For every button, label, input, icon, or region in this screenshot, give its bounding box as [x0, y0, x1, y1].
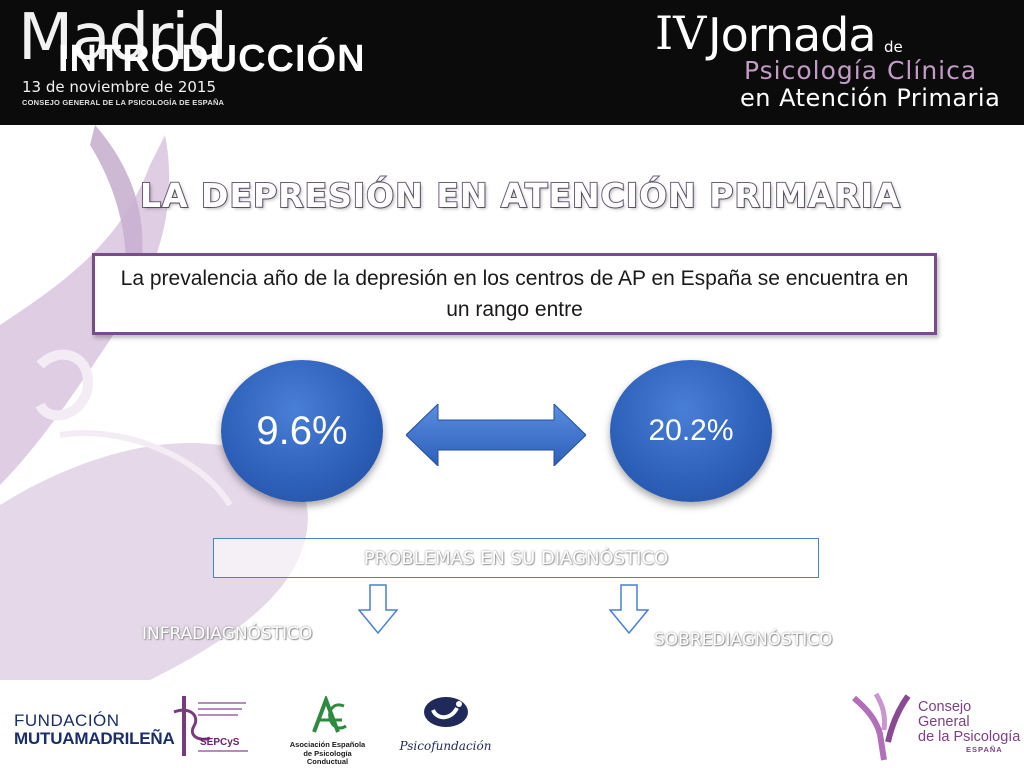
- event-subtitle: Psicología Clínica: [744, 56, 978, 85]
- psicofundacion-logo: Psicofundación: [398, 696, 493, 758]
- fundacion-line2: MUTUAMADRILEÑA: [14, 728, 175, 748]
- aepc-mark-icon: [311, 694, 347, 733]
- problems-heading-box: PROBLEMAS EN SU DIAGNÓSTICO: [213, 538, 819, 578]
- problems-heading: PROBLEMAS EN SU DIAGNÓSTICO: [363, 547, 669, 569]
- fundacion-mutua-logo: FUNDACIÓN MUTUAMADRILEÑA: [14, 712, 175, 748]
- psicofundacion-label: Psicofundación: [399, 739, 492, 753]
- double-arrow-icon: [406, 404, 586, 466]
- aepc-logo: Asociación Española de Psicología Conduc…: [285, 694, 370, 766]
- consejo-line1: Consejo General: [918, 699, 972, 731]
- consejo-general-text: Consejo General de la Psicología ESPAÑA: [918, 699, 1024, 754]
- consejo-line2: de la Psicología: [918, 729, 1021, 746]
- psicofundacion-mark-icon: [423, 697, 468, 727]
- event-number: IV: [655, 6, 707, 60]
- sepcys-logo-icon: [173, 696, 248, 756]
- event-subtitle-2: en Atención Primaria: [740, 84, 1001, 112]
- range-low-value: 9.6%: [256, 408, 348, 453]
- consejo-general-logo-icon: [852, 692, 911, 761]
- city-title: Madrid: [18, 1, 228, 75]
- prevalence-text-box: La prevalencia año de la depresión en lo…: [92, 253, 937, 335]
- consejo-line3: ESPAÑA: [966, 744, 1003, 754]
- section-title: INTRODUCCIÓN: [58, 38, 366, 80]
- prevalence-text: La prevalencia año de la depresión en lo…: [120, 266, 909, 322]
- range-high-circle: 20.2%: [610, 360, 772, 502]
- organizer-caption: CONSEJO GENERAL DE LA PSICOLOGÍA DE ESPA…: [22, 98, 225, 107]
- event-de: de: [884, 38, 903, 56]
- event-date: 13 de noviembre de 2015: [22, 78, 216, 96]
- header-banner: Madrid INTRODUCCIÓN 13 de noviembre de 2…: [0, 0, 1024, 125]
- decorative-background: [0, 125, 308, 680]
- fundacion-line1: FUNDACIÓN: [14, 711, 120, 730]
- down-arrow-right-icon: [609, 584, 649, 634]
- down-arrow-left-icon: [358, 584, 398, 634]
- infradiagnostico-label: INFRADIAGNÓSTICO: [142, 624, 313, 644]
- aepc-line2: de Psicología Conductual: [303, 748, 352, 767]
- aepc-line1: Asociación Española: [289, 740, 366, 749]
- event-word: Jornada: [708, 8, 877, 62]
- slide-title: LA DEPRESIÓN EN ATENCIÓN PRIMARIA: [139, 175, 901, 216]
- range-low-circle: 9.6%: [221, 360, 383, 502]
- range-high-value: 20.2%: [648, 414, 734, 447]
- sepcys-label: SEPCyS: [200, 737, 240, 748]
- sobrediagnostico-label: SOBREDIAGNÓSTICO: [654, 630, 833, 650]
